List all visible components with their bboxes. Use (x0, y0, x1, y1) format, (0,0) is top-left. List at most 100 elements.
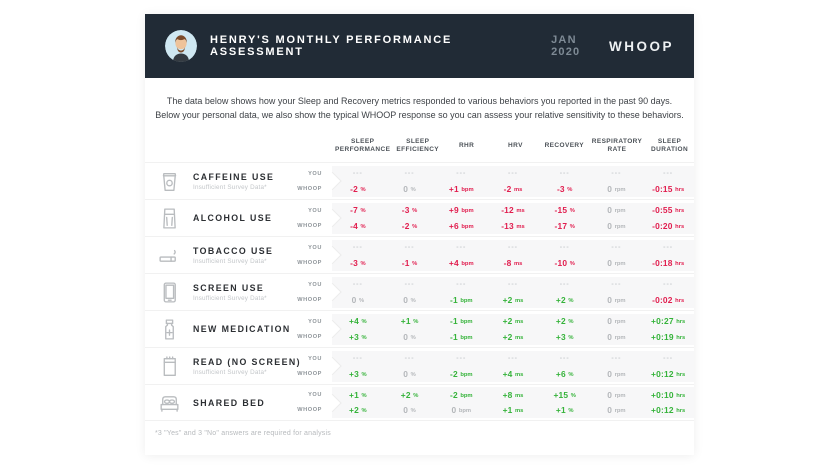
metric-unit: ms (515, 392, 524, 399)
metric-cell: -12 ms (487, 203, 539, 219)
report-card: HENRY'S MONTHLY PERFORMANCE ASSESSMENT J… (145, 14, 694, 455)
metric-value: 0 (403, 294, 409, 305)
metric-cell: 0 rpm (591, 314, 643, 330)
metrics-panel: --- -2% --- 0% --- +1 bpm --- -2 ms --- -3% --- 0 rpm -… (332, 165, 694, 197)
metric-cell: -0:55 hrs (642, 203, 694, 219)
metric-cell: --- (591, 277, 643, 293)
metric-value: -0:15 (652, 183, 673, 194)
metric-value: +0:12 (651, 405, 674, 416)
behavior-label: SCREEN USE Insufficient Survey Data* (145, 280, 290, 305)
table-row: SCREEN USE Insufficient Survey Data* YOU WH… (145, 273, 694, 310)
behavior-subtitle: Insufficient Survey Data* (193, 257, 267, 265)
source-labels: YOU WHOOP (290, 277, 332, 307)
metric-value: +4 (349, 316, 359, 327)
report-period: JAN 2020 (551, 34, 581, 58)
metrics-panel: +4% +3% +1% 0% -1 bpm -1 bpm +2 ms +2 ms +2% +3% 0 rpm 0… (332, 313, 694, 345)
page-title: HENRY'S MONTHLY PERFORMANCE ASSESSMENT (210, 34, 453, 58)
metric-cell: -4% (332, 218, 384, 234)
book-icon (157, 354, 182, 379)
metric-cell: +3% (539, 329, 591, 345)
metric-unit: rpm (614, 223, 626, 230)
metric-cell: -2 ms (487, 181, 539, 197)
metric-value: +2 (349, 405, 359, 416)
metric-value: -1 (449, 331, 458, 342)
behavior-name: CAFFEINE USE (193, 171, 275, 182)
metric-cell: +2% (539, 292, 591, 308)
no-data-dashes: --- (456, 243, 467, 251)
no-data-dashes: --- (663, 354, 674, 362)
metric-cell: -10% (539, 255, 591, 271)
metric-cell: +1% (384, 314, 436, 330)
metric-cell: -13 ms (487, 218, 539, 234)
metric-unit: bpm (461, 260, 474, 267)
metric-value: -17 (554, 220, 568, 231)
coffee-cup-icon (157, 169, 182, 194)
metric-unit: % (569, 208, 575, 214)
metric-cell: 0 rpm (591, 403, 643, 419)
metric-value: -0:55 (652, 205, 673, 216)
metric-unit: % (412, 208, 418, 214)
metric-value: +9 (448, 205, 459, 216)
metric-unit: ms (515, 371, 524, 378)
metric-unit: bpm (461, 186, 474, 193)
metric-value: +0:10 (651, 389, 674, 400)
metric-cell: 0 rpm (591, 203, 643, 219)
metric-cell: --- (332, 277, 384, 293)
metric-unit: % (410, 371, 416, 378)
behavior-name-block: READ (NO SCREEN) Insufficient Survey Data… (193, 357, 301, 376)
metric-cell: 0% (332, 292, 384, 308)
metric-value: -2 (401, 220, 410, 231)
you-label: YOU (308, 355, 322, 362)
no-data-dashes: --- (507, 169, 518, 177)
intro-line-2: Below your personal data, we also show t… (155, 109, 684, 120)
metric-unit: % (568, 408, 574, 414)
metrics-panel: +1% +2% +2% 0% -2 bpm 0 bpm +8 ms +1 ms +15% +1% 0 rpm 0… (332, 387, 694, 418)
metric-unit: % (413, 392, 419, 399)
no-data-dashes: --- (611, 243, 622, 251)
metric-cell: -1 bpm (435, 314, 487, 330)
metric-value: +4 (502, 368, 513, 379)
metric-value: 0 (607, 331, 613, 342)
behavior-name-block: SHARED BED (193, 398, 265, 408)
metric-cell: 0% (384, 329, 436, 345)
behavior-name-block: ALCOHOL USE (193, 213, 272, 223)
metric-cell: --- (435, 166, 487, 182)
user-avatar (165, 30, 197, 62)
metric-unit: rpm (614, 334, 626, 341)
metric-value: 0 (403, 368, 409, 379)
metric-cell: +0:27 hrs (642, 314, 694, 330)
metric-cell: --- (332, 240, 384, 256)
behavior-name: SCREEN USE (193, 282, 265, 293)
metric-cell: +6 bpm (435, 218, 487, 234)
metric-cell: -8 ms (487, 255, 539, 271)
metric-value: +1 (502, 405, 513, 416)
metric-value: -12 (501, 205, 514, 216)
metrics-panel: --- +3% --- 0% --- -2 bpm --- +4 ms --- +6% --- 0 rpm -… (332, 350, 694, 382)
metric-cell: -2% (384, 218, 436, 234)
you-label: YOU (308, 170, 322, 177)
metric-value: -10 (554, 257, 568, 268)
metric-cell: --- (332, 166, 384, 182)
behavior-name: READ (NO SCREEN) (193, 356, 301, 367)
behavior-name: ALCOHOL USE (193, 213, 273, 223)
metric-cell: -2 bpm (435, 387, 487, 403)
metric-unit: % (360, 260, 366, 267)
whoop-label: WHOOP (297, 333, 322, 340)
whoop-label: WHOOP (297, 370, 322, 377)
metric-cell: +15% (539, 387, 591, 403)
column-header: RHR (458, 141, 475, 149)
metric-value: 0 (607, 205, 613, 216)
metric-unit: bpm (460, 297, 473, 304)
behavior-label: CAFFEINE USE Insufficient Survey Data* (145, 169, 290, 194)
metric-cell: --- (642, 277, 694, 293)
metric-unit: % (360, 186, 366, 193)
table-row: READ (NO SCREEN) Insufficient Survey Data… (145, 347, 694, 384)
metric-value: 0 (351, 294, 357, 305)
metric-unit: bpm (458, 408, 472, 414)
no-data-dashes: --- (663, 280, 674, 288)
metric-unit: % (410, 297, 416, 304)
no-data-dashes: --- (404, 169, 415, 177)
metric-unit: ms (516, 208, 525, 214)
metric-value: 0 (607, 220, 613, 231)
source-labels: YOU WHOOP (290, 203, 332, 233)
